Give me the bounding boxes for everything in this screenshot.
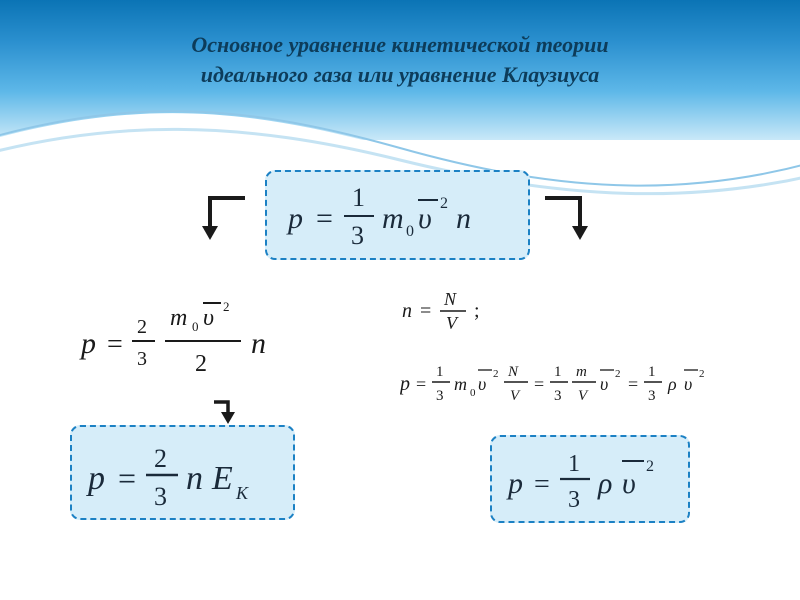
- svg-text:υ: υ: [622, 467, 636, 500]
- svg-text:0: 0: [192, 319, 199, 334]
- arrow-left-icon: [190, 190, 250, 245]
- svg-text:m: m: [382, 202, 404, 235]
- svg-text:ρ: ρ: [597, 467, 612, 500]
- svg-text:=: =: [316, 202, 333, 235]
- svg-text:p: p: [400, 373, 410, 395]
- right-equation-3-box: p = 1 3 ρ υ 2: [490, 435, 690, 523]
- svg-text:N: N: [507, 364, 519, 380]
- svg-text:n: n: [186, 460, 203, 497]
- right-derivation: n = N V ; p = 1 3 m 0 υ 2 N V = 1 3 m: [400, 285, 750, 437]
- left-equation-2: p = 2 3 n E K: [78, 433, 288, 517]
- svg-text:υ: υ: [203, 305, 214, 331]
- svg-text:n: n: [456, 202, 471, 235]
- main-equation: p = 1 3 m 0 υ 2 n: [278, 178, 518, 258]
- svg-text:n: n: [251, 327, 266, 360]
- title-line-2: идеального газа или уравнение Клаузиуса: [60, 60, 740, 90]
- svg-text:υ: υ: [684, 374, 692, 394]
- svg-text:υ: υ: [478, 374, 486, 394]
- svg-text:1: 1: [436, 364, 444, 380]
- svg-text:n: n: [402, 300, 412, 322]
- svg-text:2: 2: [223, 299, 230, 314]
- svg-text:1: 1: [648, 364, 656, 380]
- right-equation-3: p = 1 3 ρ υ 2: [498, 441, 683, 521]
- svg-text:E: E: [211, 460, 233, 497]
- svg-text:2: 2: [646, 458, 654, 475]
- svg-text:2: 2: [137, 316, 147, 338]
- svg-text:3: 3: [436, 388, 444, 404]
- svg-text:V: V: [446, 313, 459, 333]
- svg-text:m: m: [576, 364, 587, 380]
- svg-text:3: 3: [568, 487, 580, 513]
- title-line-1: Основное уравнение кинетической теории: [60, 30, 740, 60]
- svg-text:3: 3: [137, 348, 147, 370]
- svg-text:ρ: ρ: [667, 374, 677, 394]
- svg-text:2: 2: [440, 195, 448, 212]
- svg-text:0: 0: [406, 223, 414, 240]
- svg-text:=: =: [534, 374, 544, 394]
- svg-text:V: V: [510, 388, 521, 404]
- right-equation-2: p = 1 3 m 0 υ 2 N V = 1 3 m V υ 2 = 1: [400, 354, 760, 414]
- svg-text:2: 2: [699, 368, 705, 380]
- svg-text:2: 2: [493, 368, 499, 380]
- svg-text:m: m: [170, 305, 187, 331]
- svg-text:υ: υ: [600, 374, 608, 394]
- right-equation-1: n = N V ;: [400, 285, 510, 335]
- svg-text:N: N: [443, 289, 457, 309]
- svg-text:1: 1: [568, 451, 580, 477]
- svg-text:p: p: [506, 467, 523, 500]
- svg-text:2: 2: [195, 351, 207, 377]
- svg-text:=: =: [628, 374, 638, 394]
- svg-text:=: =: [118, 460, 136, 496]
- svg-text:m: m: [454, 374, 467, 394]
- svg-text:;: ;: [474, 300, 480, 322]
- svg-text:K: K: [235, 483, 249, 503]
- svg-text:1: 1: [352, 183, 365, 212]
- svg-text:=: =: [420, 300, 431, 322]
- svg-text:2: 2: [615, 368, 621, 380]
- arrow-down-icon: [210, 398, 246, 428]
- arrow-right-icon: [540, 190, 600, 245]
- left-derivation: p = 2 3 m 0 υ 2 2 n: [75, 295, 335, 409]
- svg-text:V: V: [578, 388, 589, 404]
- svg-text:2: 2: [154, 444, 167, 473]
- svg-text:p: p: [79, 327, 96, 360]
- svg-text:p: p: [86, 460, 105, 497]
- svg-text:3: 3: [154, 482, 167, 511]
- svg-text:=: =: [416, 374, 426, 394]
- svg-text:3: 3: [351, 221, 364, 250]
- svg-text:p: p: [286, 202, 303, 235]
- svg-text:=: =: [534, 469, 550, 500]
- svg-text:3: 3: [648, 388, 656, 404]
- left-equation-1: p = 2 3 m 0 υ 2 2 n: [75, 295, 325, 390]
- svg-text:υ: υ: [418, 202, 432, 235]
- svg-text:0: 0: [470, 387, 476, 399]
- slide-title: Основное уравнение кинетической теории и…: [0, 30, 800, 89]
- main-equation-box: p = 1 3 m 0 υ 2 n: [265, 170, 530, 260]
- svg-text:=: =: [107, 329, 123, 360]
- svg-text:3: 3: [554, 388, 562, 404]
- svg-text:1: 1: [554, 364, 562, 380]
- left-equation-2-box: p = 2 3 n E K: [70, 425, 295, 520]
